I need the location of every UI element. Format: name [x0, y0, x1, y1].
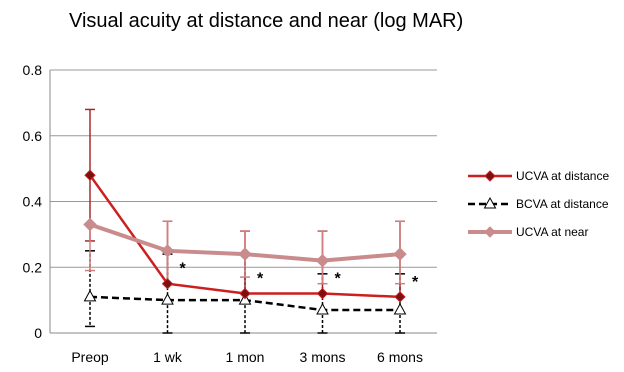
- data-point: [84, 169, 96, 181]
- significance-marker: *: [257, 271, 264, 288]
- significance-marker: *: [180, 261, 187, 278]
- data-point: [83, 217, 97, 232]
- y-tick-label: 0.6: [23, 128, 43, 144]
- significance-marker: *: [335, 271, 342, 288]
- significance-marker: *: [412, 274, 419, 291]
- y-tick-labels: 0 0.2 0.4 0.6 0.8: [23, 62, 43, 341]
- data-point: [393, 247, 407, 261]
- x-tick-labels: Preop 1 wk 1 mon 3 mons 6 mons: [71, 349, 423, 365]
- legend-marker: [484, 226, 496, 238]
- legend: UCVA at distance BCVA at distance UCVA at …: [468, 169, 609, 239]
- data-point: [393, 302, 407, 315]
- legend-label: UCVA at distance: [516, 169, 609, 183]
- y-tick-label: 0: [34, 325, 42, 341]
- x-tick-label: 1 mon: [226, 349, 265, 365]
- data-point: [238, 247, 252, 261]
- data-point: [239, 287, 251, 300]
- data-point: [316, 302, 329, 315]
- x-tick-label: Preop: [71, 349, 109, 365]
- y-tick-label: 0.8: [23, 62, 43, 78]
- legend-marker: [484, 170, 496, 182]
- legend-label: UCVA at near: [516, 225, 588, 239]
- chart-title: Visual acuity at distance and near (log …: [69, 10, 463, 32]
- data-point: [83, 289, 97, 302]
- data-point: [394, 291, 406, 303]
- legend-marker: [483, 196, 497, 209]
- legend-label: BCVA at distance: [516, 197, 609, 211]
- series-markers: [83, 169, 407, 315]
- data-point: [315, 253, 330, 268]
- x-tick-label: 6 mons: [377, 349, 423, 365]
- data-point: [160, 244, 175, 258]
- x-tick-label: 3 mons: [300, 349, 346, 365]
- x-tick-label: 1 wk: [153, 349, 183, 365]
- data-point: [316, 287, 329, 300]
- gridlines: [49, 69, 437, 334]
- data-point: [161, 277, 174, 290]
- data-point: [161, 293, 174, 305]
- annotations: * * * *: [180, 261, 420, 291]
- y-tick-label: 0.2: [23, 259, 43, 275]
- y-tick-label: 0.4: [23, 194, 43, 210]
